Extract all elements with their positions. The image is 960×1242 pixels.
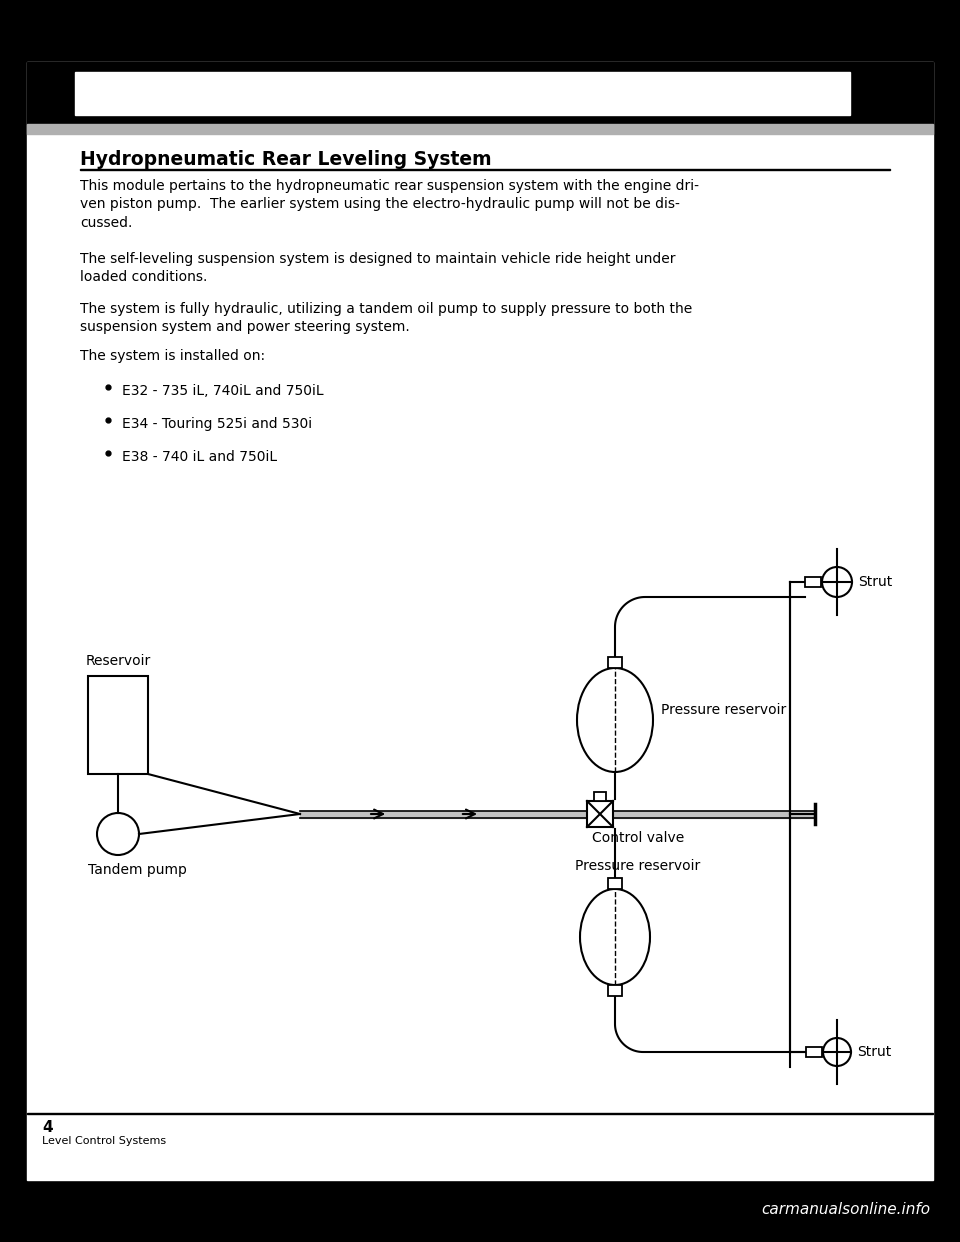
Text: Pressure reservoir: Pressure reservoir: [575, 859, 700, 873]
Text: Tandem pump: Tandem pump: [88, 863, 187, 877]
Text: The system is installed on:: The system is installed on:: [80, 349, 265, 363]
Text: The system is fully hydraulic, utilizing a tandem oil pump to supply pressure to: The system is fully hydraulic, utilizing…: [80, 302, 692, 334]
Text: Strut: Strut: [857, 1045, 891, 1059]
Text: The self-leveling suspension system is designed to maintain vehicle ride height : The self-leveling suspension system is d…: [80, 252, 676, 284]
Bar: [608, 657, 622, 668]
Bar: [27, 124, 933, 134]
Text: Pressure reservoir: Pressure reservoir: [661, 703, 786, 717]
Text: Reservoir: Reservoir: [86, 655, 152, 668]
Text: This module pertains to the hydropneumatic rear suspension system with the engin: This module pertains to the hydropneumat…: [80, 179, 699, 230]
Text: Hydropneumatic Rear Leveling System: Hydropneumatic Rear Leveling System: [80, 150, 492, 169]
Text: Control valve: Control valve: [592, 831, 684, 845]
Text: carmanualsonline.info: carmanualsonline.info: [761, 1202, 930, 1217]
Ellipse shape: [580, 889, 650, 985]
Bar: [608, 985, 622, 996]
Bar: [27, 1113, 933, 1114]
Circle shape: [822, 568, 852, 597]
Bar: [594, 792, 606, 801]
Bar: [88, 676, 148, 774]
Bar: [608, 878, 622, 889]
Text: E38 - 740 iL and 750iL: E38 - 740 iL and 750iL: [122, 450, 277, 465]
Circle shape: [97, 814, 139, 854]
Bar: [27, 62, 933, 124]
Bar: [587, 801, 613, 827]
Bar: [75, 72, 850, 116]
Circle shape: [823, 1038, 851, 1066]
Text: E34 - Touring 525i and 530i: E34 - Touring 525i and 530i: [122, 417, 312, 431]
Text: E32 - 735 iL, 740iL and 750iL: E32 - 735 iL, 740iL and 750iL: [122, 384, 324, 397]
Text: 4: 4: [42, 1120, 53, 1135]
Text: Strut: Strut: [858, 575, 892, 589]
Bar: [806, 1047, 822, 1057]
Bar: [805, 578, 821, 587]
Ellipse shape: [577, 668, 653, 773]
Text: Level Control Systems: Level Control Systems: [42, 1136, 166, 1146]
